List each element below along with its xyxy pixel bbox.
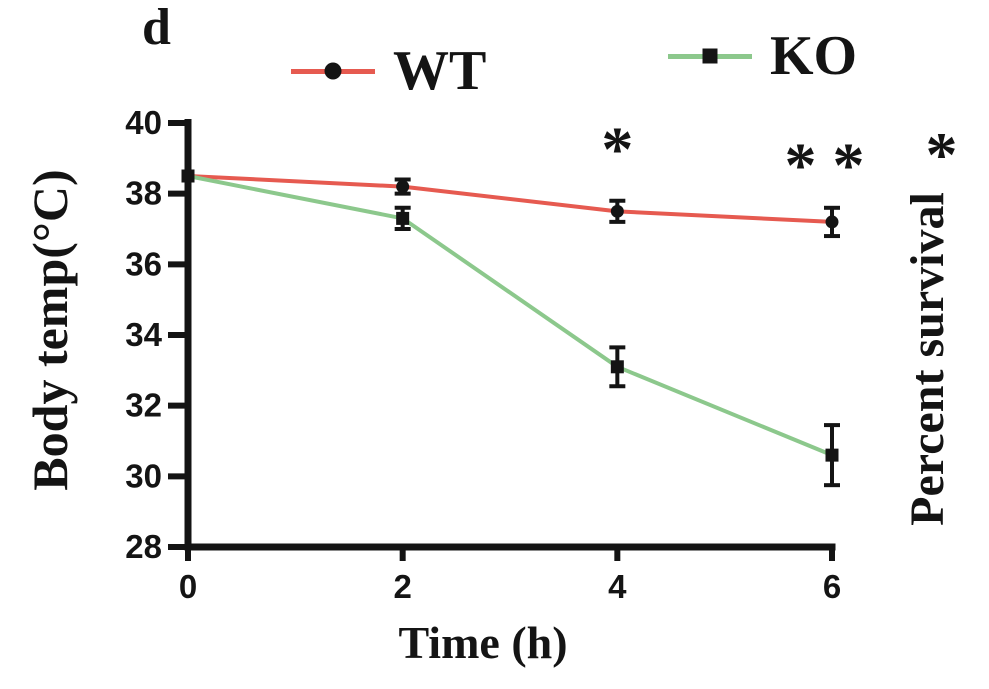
y-tick-label: 36 [125, 245, 162, 282]
legend-entry-ko: KO [668, 26, 857, 86]
wt-marker [610, 204, 624, 218]
ko-line [186, 174, 834, 458]
wt-marker [825, 215, 839, 229]
ko-legend-swatch [668, 26, 752, 86]
x-tick-label: 6 [823, 568, 841, 605]
edge-artifact: * [925, 119, 957, 190]
ko-marker [825, 448, 839, 462]
x-tick-label: 2 [393, 568, 411, 605]
y-tick-label: 34 [125, 316, 162, 353]
y-tick-label: 28 [125, 528, 162, 565]
square-marker-icon [702, 48, 718, 64]
x-axis-title: Time (h) [398, 617, 568, 668]
legend-entry-wt: WT [291, 41, 486, 101]
ko-marker [610, 360, 624, 374]
significance-4h: * [601, 114, 633, 185]
ko-marker [181, 169, 195, 183]
wt-marker [396, 180, 410, 194]
circle-marker-icon [324, 62, 342, 80]
y-tick-label: 38 [125, 175, 162, 212]
significance-6h: * * [784, 130, 864, 201]
y-tick-label: 40 [125, 104, 162, 141]
x-tick-label: 0 [179, 568, 197, 605]
wt-legend-label: WT [393, 40, 487, 102]
panel-label: d [142, 0, 171, 56]
ko-marker [396, 211, 410, 225]
wt-legend-swatch [291, 41, 375, 101]
wt-line [186, 174, 834, 224]
ko-legend-label: KO [770, 25, 858, 87]
y-tick-label: 30 [125, 457, 162, 494]
y-tick-label: 32 [125, 387, 162, 424]
x-tick-label: 4 [608, 568, 627, 605]
